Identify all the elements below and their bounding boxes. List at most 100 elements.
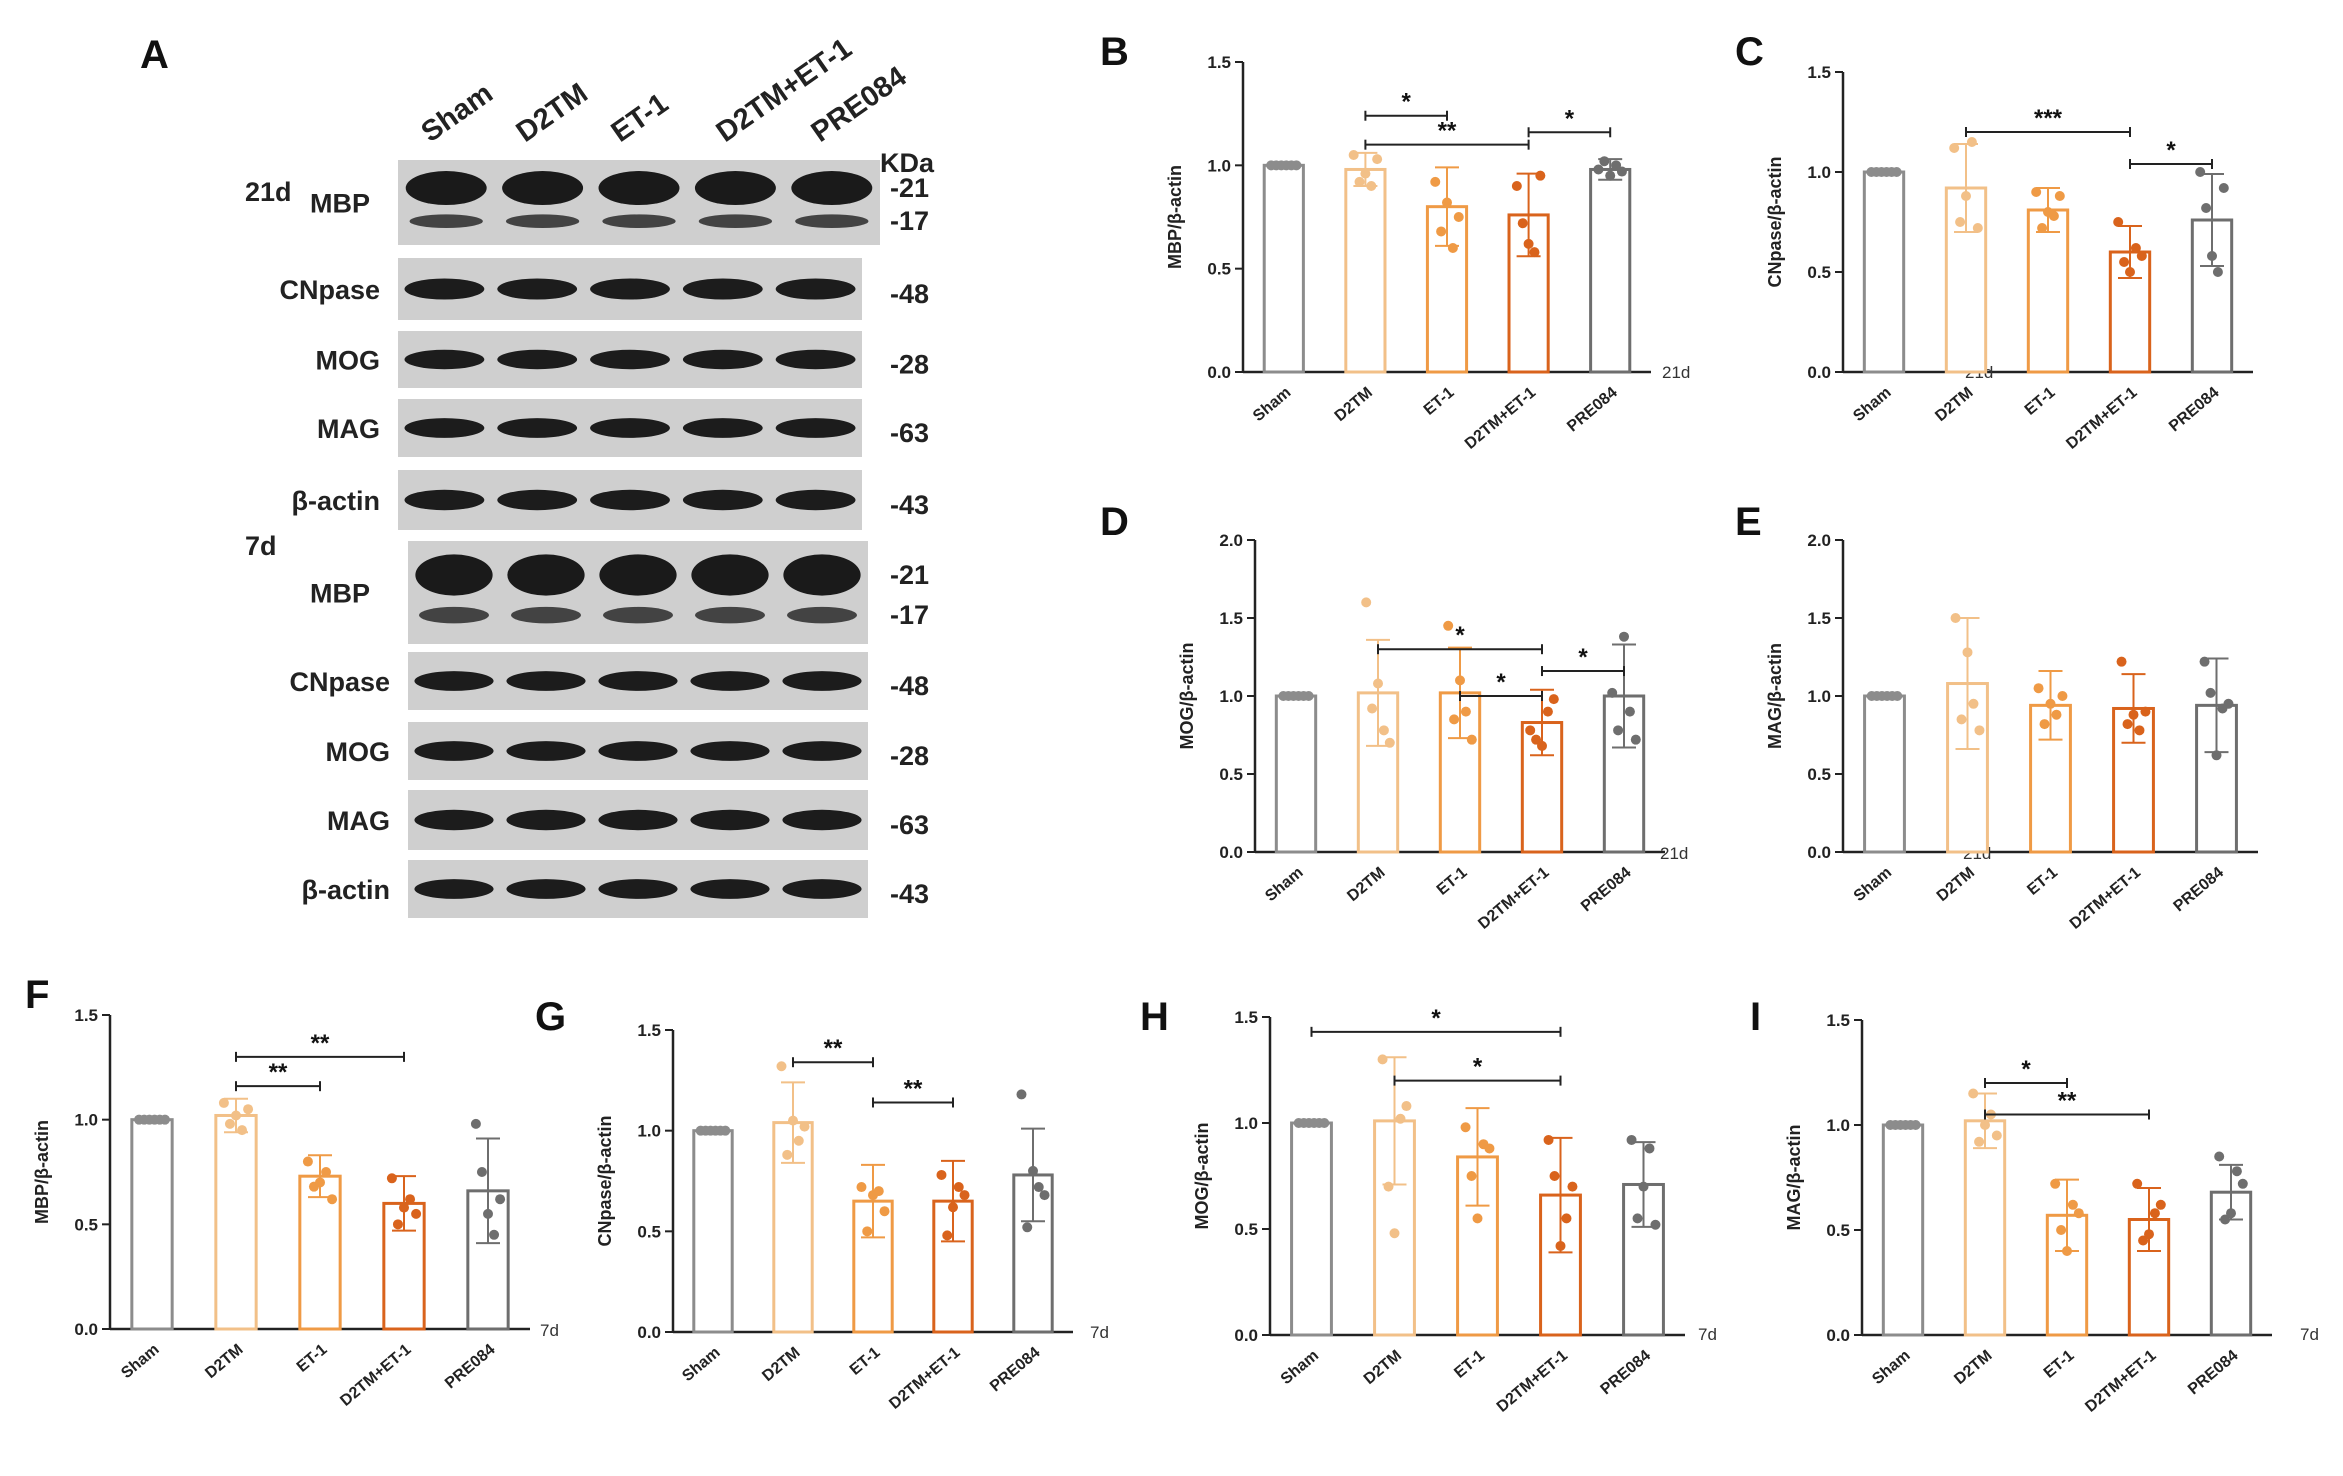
data-point (1389, 1228, 1400, 1239)
data-point (2132, 1178, 2143, 1189)
blot-band (698, 214, 773, 228)
data-point (2138, 1235, 2149, 1246)
data-point (1542, 706, 1553, 717)
data-point (2195, 167, 2206, 177)
data-point (224, 1118, 235, 1129)
blot-row: CNpase -48 (279, 258, 929, 320)
panel-label-e: E (1735, 500, 1762, 544)
blot-band (415, 554, 493, 596)
significance-bracket: * (2129, 137, 2213, 169)
x-tick-label: ET-1 (847, 1344, 884, 1379)
blot-band (590, 489, 670, 511)
y-tick-label: 1.5 (1807, 609, 1831, 628)
data-point (1455, 675, 1465, 686)
data-point (1605, 170, 1616, 181)
significance-marker: * (1473, 1054, 1483, 1081)
panel-label-a: A (140, 33, 169, 77)
blot-row-label: MOG (326, 737, 391, 767)
bar-group-et-1: ET-1 (847, 1163, 894, 1379)
blot-band (690, 741, 770, 761)
significance-marker: ** (1438, 118, 1457, 145)
data-point (1033, 1182, 1044, 1193)
data-point (959, 1190, 970, 1201)
data-point (2212, 267, 2223, 277)
blot-band (602, 214, 676, 228)
data-point (1626, 1134, 1637, 1145)
data-point (231, 1110, 241, 1121)
timepoint-label: 7d (2300, 1325, 2319, 1344)
timepoint-label: 21d (1662, 363, 1690, 382)
x-tick-label: D2TM (1361, 1347, 1405, 1388)
bar-group-et-1: ET-1 (1434, 620, 1482, 899)
y-tick-label: 0.5 (1807, 765, 1831, 784)
bar-group-pre084: PRE084 (987, 1089, 1054, 1395)
blot-row: MOG -28 (316, 331, 929, 388)
data-point (2062, 1246, 2072, 1256)
lane-label-sham: Sham (416, 77, 499, 149)
blot-band (414, 879, 494, 899)
blot-row: MBP 21d -21-17 (245, 160, 929, 245)
bar (1589, 167, 1632, 374)
data-point (2037, 223, 2048, 233)
data-point (1968, 1088, 1979, 1099)
data-point (1443, 620, 1454, 631)
significance-bracket: * (1541, 644, 1625, 677)
bar (1862, 170, 1906, 374)
data-point (720, 1125, 731, 1136)
y-tick-label: 1.0 (637, 1122, 661, 1141)
kda-marker: -63 (890, 810, 929, 840)
bar (1262, 163, 1305, 374)
y-tick-label: 0.0 (637, 1323, 661, 1342)
y-tick-label: 2.0 (1807, 531, 1831, 550)
x-tick-label: Sham (1850, 384, 1894, 425)
data-point (2039, 719, 2050, 730)
data-point (1453, 212, 1464, 222)
data-point (2201, 203, 2212, 213)
data-point (2218, 183, 2229, 193)
x-tick-label: Sham (1262, 864, 1306, 905)
blot-band (414, 671, 494, 691)
data-point (1548, 694, 1559, 705)
bar-group-pre084: PRE084 (1564, 156, 1632, 435)
y-tick-label: 0.0 (1807, 363, 1831, 382)
data-point (321, 1167, 332, 1177)
x-tick-label: Sham (1250, 384, 1294, 425)
blot-band (414, 809, 494, 831)
data-point (1466, 1171, 1477, 1181)
x-tick-label: D2TM+ET-1 (337, 1341, 414, 1410)
kda-marker: -28 (890, 350, 929, 380)
blot-band (590, 278, 670, 300)
blot-band (404, 418, 485, 438)
data-point (2207, 251, 2217, 261)
lane-label-d2tm: D2TM (511, 77, 594, 148)
x-tick-label: ET-1 (2041, 1347, 2078, 1382)
bar-group-sham: Sham (118, 1114, 174, 1382)
bar-group-sham: Sham (1278, 1118, 1333, 1388)
data-point (2144, 1229, 2154, 1240)
data-point (1955, 217, 1966, 227)
y-tick-label: 2.0 (1219, 531, 1243, 550)
data-point (1436, 226, 1447, 237)
data-point (483, 1208, 493, 1219)
blot-band (414, 741, 494, 761)
panel-label-i: I (1750, 995, 1761, 1039)
timepoint-label: 21d (1660, 844, 1688, 863)
panel-g-chart: G 0.0 0.5 1.0 1.5 CNpase/β-actin 7d Sham D2TM ET-… (535, 995, 1109, 1413)
data-point (873, 1186, 884, 1197)
data-point (1348, 150, 1359, 160)
significance-marker: * (1496, 669, 1506, 696)
blot-band (505, 214, 580, 228)
data-point (1891, 167, 1902, 177)
timepoint-label: 7d (1090, 1323, 1109, 1342)
data-point (2130, 243, 2141, 253)
x-tick-label: D2TM (1934, 864, 1978, 905)
data-point (159, 1114, 170, 1125)
x-tick-label: D2TM+ET-1 (2063, 384, 2140, 453)
significance-bracket: ** (1984, 1088, 2150, 1120)
data-point (476, 1167, 487, 1177)
blot-band (690, 809, 770, 831)
data-point (1531, 734, 1542, 745)
data-point (2045, 698, 2056, 709)
blot-band (419, 606, 489, 624)
